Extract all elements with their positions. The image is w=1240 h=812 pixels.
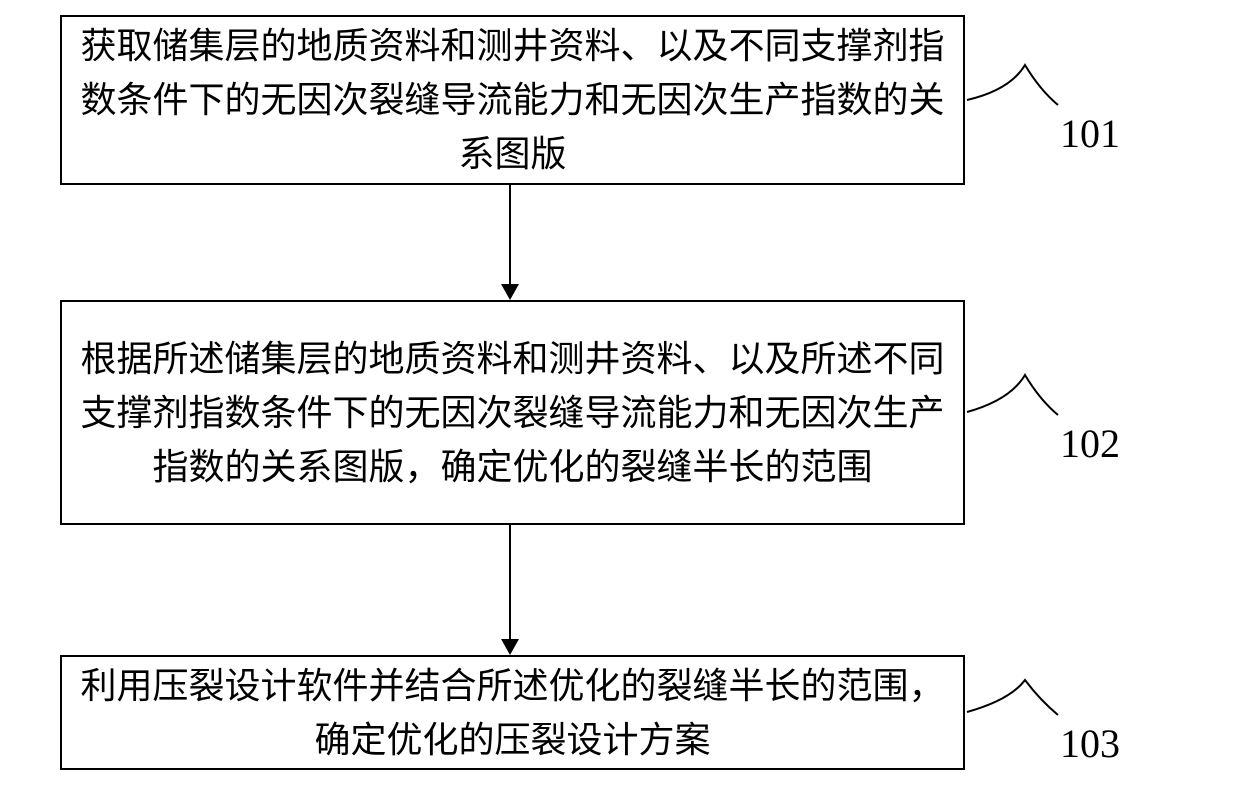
label-connector (0, 0, 1240, 812)
